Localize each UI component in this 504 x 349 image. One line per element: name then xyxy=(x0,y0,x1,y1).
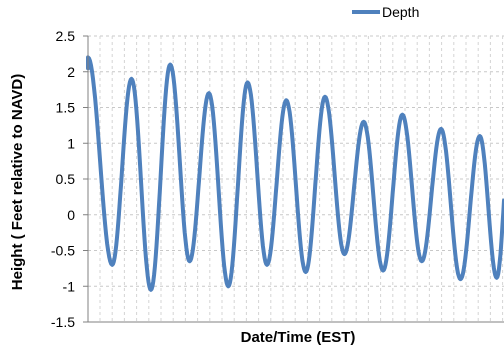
y-tick-label: 0 xyxy=(67,207,75,223)
y-axis: 2.5 2 1.5 1 0.5 0 -0.5 -1 -1.5 xyxy=(51,28,504,330)
series-line-depth xyxy=(86,55,504,292)
y-tick-label: -0.5 xyxy=(51,243,75,259)
y-tick-label: -1.5 xyxy=(51,314,75,330)
y-tick-label: 0.5 xyxy=(56,171,76,187)
y-tick-label: 2.5 xyxy=(56,28,76,44)
legend: Depth xyxy=(352,4,419,20)
y-tick-label: 2 xyxy=(67,64,75,80)
legend-label-depth: Depth xyxy=(382,4,419,20)
y-axis-title: Height ( Feet relative to NAVD) xyxy=(9,74,26,290)
series-layer xyxy=(86,55,504,292)
x-axis-title: Date/Time (EST) xyxy=(241,329,356,346)
y-tick-label: 1 xyxy=(67,135,75,151)
y-tick-label: 1.5 xyxy=(56,100,76,116)
y-tick-label: -1 xyxy=(63,278,76,294)
